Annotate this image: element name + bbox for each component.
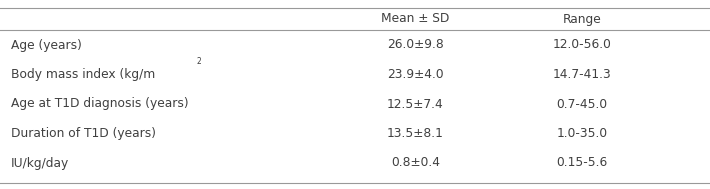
Text: 23.9±4.0: 23.9±4.0 [387, 68, 444, 81]
Text: 13.5±8.1: 13.5±8.1 [387, 127, 444, 140]
Text: 26.0±9.8: 26.0±9.8 [387, 39, 444, 51]
Text: Body mass index (kg/m: Body mass index (kg/m [11, 68, 155, 81]
Text: Duration of T1D (years): Duration of T1D (years) [11, 127, 155, 140]
Text: Age at T1D diagnosis (years): Age at T1D diagnosis (years) [11, 98, 188, 111]
Text: 0.7-45.0: 0.7-45.0 [557, 98, 608, 111]
Text: 0.15-5.6: 0.15-5.6 [557, 156, 608, 170]
Text: Mean ± SD: Mean ± SD [381, 12, 449, 26]
Text: Range: Range [563, 12, 601, 26]
Text: 14.7-41.3: 14.7-41.3 [553, 68, 611, 81]
Text: 12.5±7.4: 12.5±7.4 [387, 98, 444, 111]
Text: 12.0-56.0: 12.0-56.0 [553, 39, 611, 51]
Text: Age (years): Age (years) [11, 39, 82, 51]
Text: 2: 2 [0, 188, 1, 189]
Text: IU/kg/day: IU/kg/day [11, 156, 69, 170]
Text: 2: 2 [197, 57, 202, 66]
Text: 0.8±0.4: 0.8±0.4 [391, 156, 440, 170]
Text: 1.0-35.0: 1.0-35.0 [557, 127, 608, 140]
